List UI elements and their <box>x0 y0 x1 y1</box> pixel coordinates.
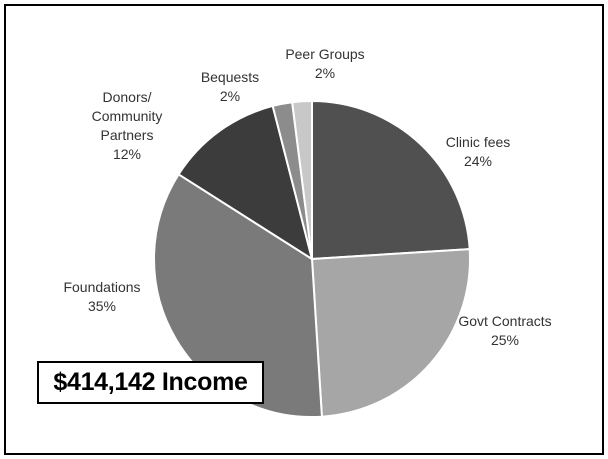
pie-slice-govt-contracts <box>311 248 472 418</box>
pie-slice-clinic-fees <box>311 100 471 260</box>
total-income-label: $414,142 Income <box>37 361 264 404</box>
pie-slice-foundations <box>153 173 323 419</box>
slice-label-govt-contracts: Govt Contracts 25% <box>458 313 551 348</box>
slice-label-foundations: Foundations 35% <box>63 279 140 314</box>
slice-label-bequests: Bequests 2% <box>201 69 259 104</box>
slice-label-donors-community-partners: Donors/Community Partners 12% <box>92 89 163 162</box>
slice-label-peer-groups: Peer Groups 2% <box>285 46 364 81</box>
slice-label-clinic-fees: Clinic fees 24% <box>446 134 511 169</box>
pie-slice-peer-groups <box>291 100 313 260</box>
pie-slice-donors-community-partners <box>177 104 313 260</box>
